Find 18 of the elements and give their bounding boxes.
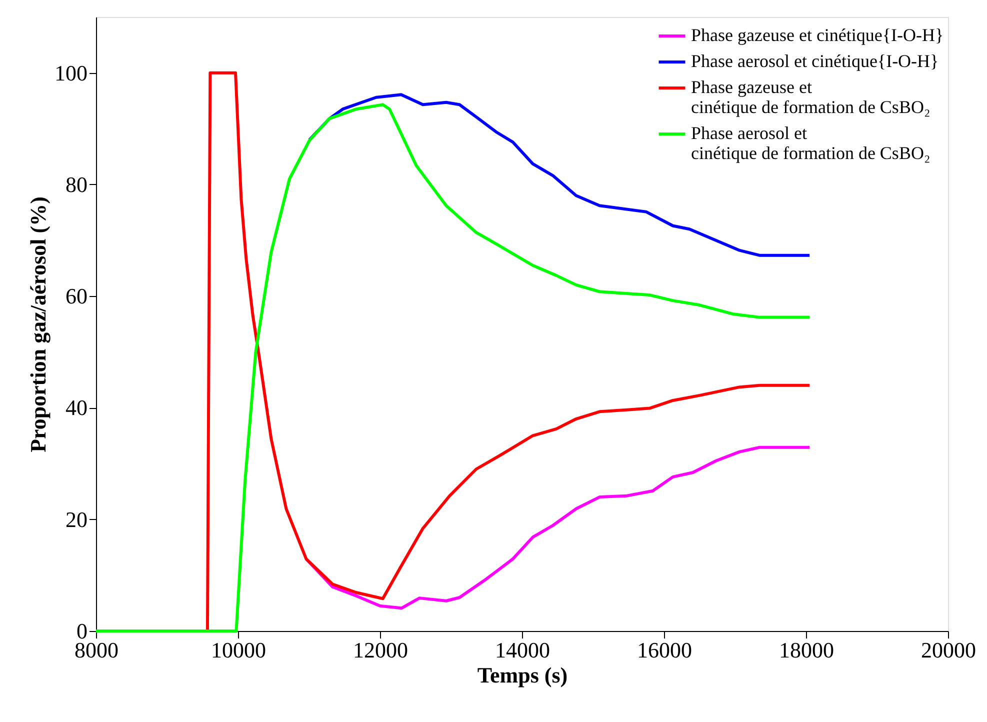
x-axis-title: Temps (s) [477,662,568,688]
legend-label: Phase aerosol et cinétique{I-O-H} [691,51,939,71]
y-tick-label: 60 [66,284,88,309]
y-tick-label: 100 [54,60,88,86]
y-tick-label: 20 [66,506,88,532]
x-tick-label: 16000 [637,638,692,662]
x-tick-label: 14000 [495,638,550,662]
y-tick-label: 80 [66,172,88,197]
x-tick-label: 18000 [779,638,834,662]
legend-label: Phase gazeuse et cinétique de formation de CsBO₂ [691,77,930,117]
legend-label: Phase aerosol et cinétique de formation de CsBO₂ [691,123,930,163]
y-tick-label: 40 [66,395,88,420]
x-tick-label: 10000 [211,638,266,662]
x-tick-label: 12000 [353,638,408,662]
y-axis-title: Proportion gaz/aérosol (%) [26,196,50,452]
legend-label: Phase gazeuse et cinétique{I-O-H} [691,25,944,45]
line-series [304,446,812,610]
x-tick-label: 20000 [921,638,976,662]
